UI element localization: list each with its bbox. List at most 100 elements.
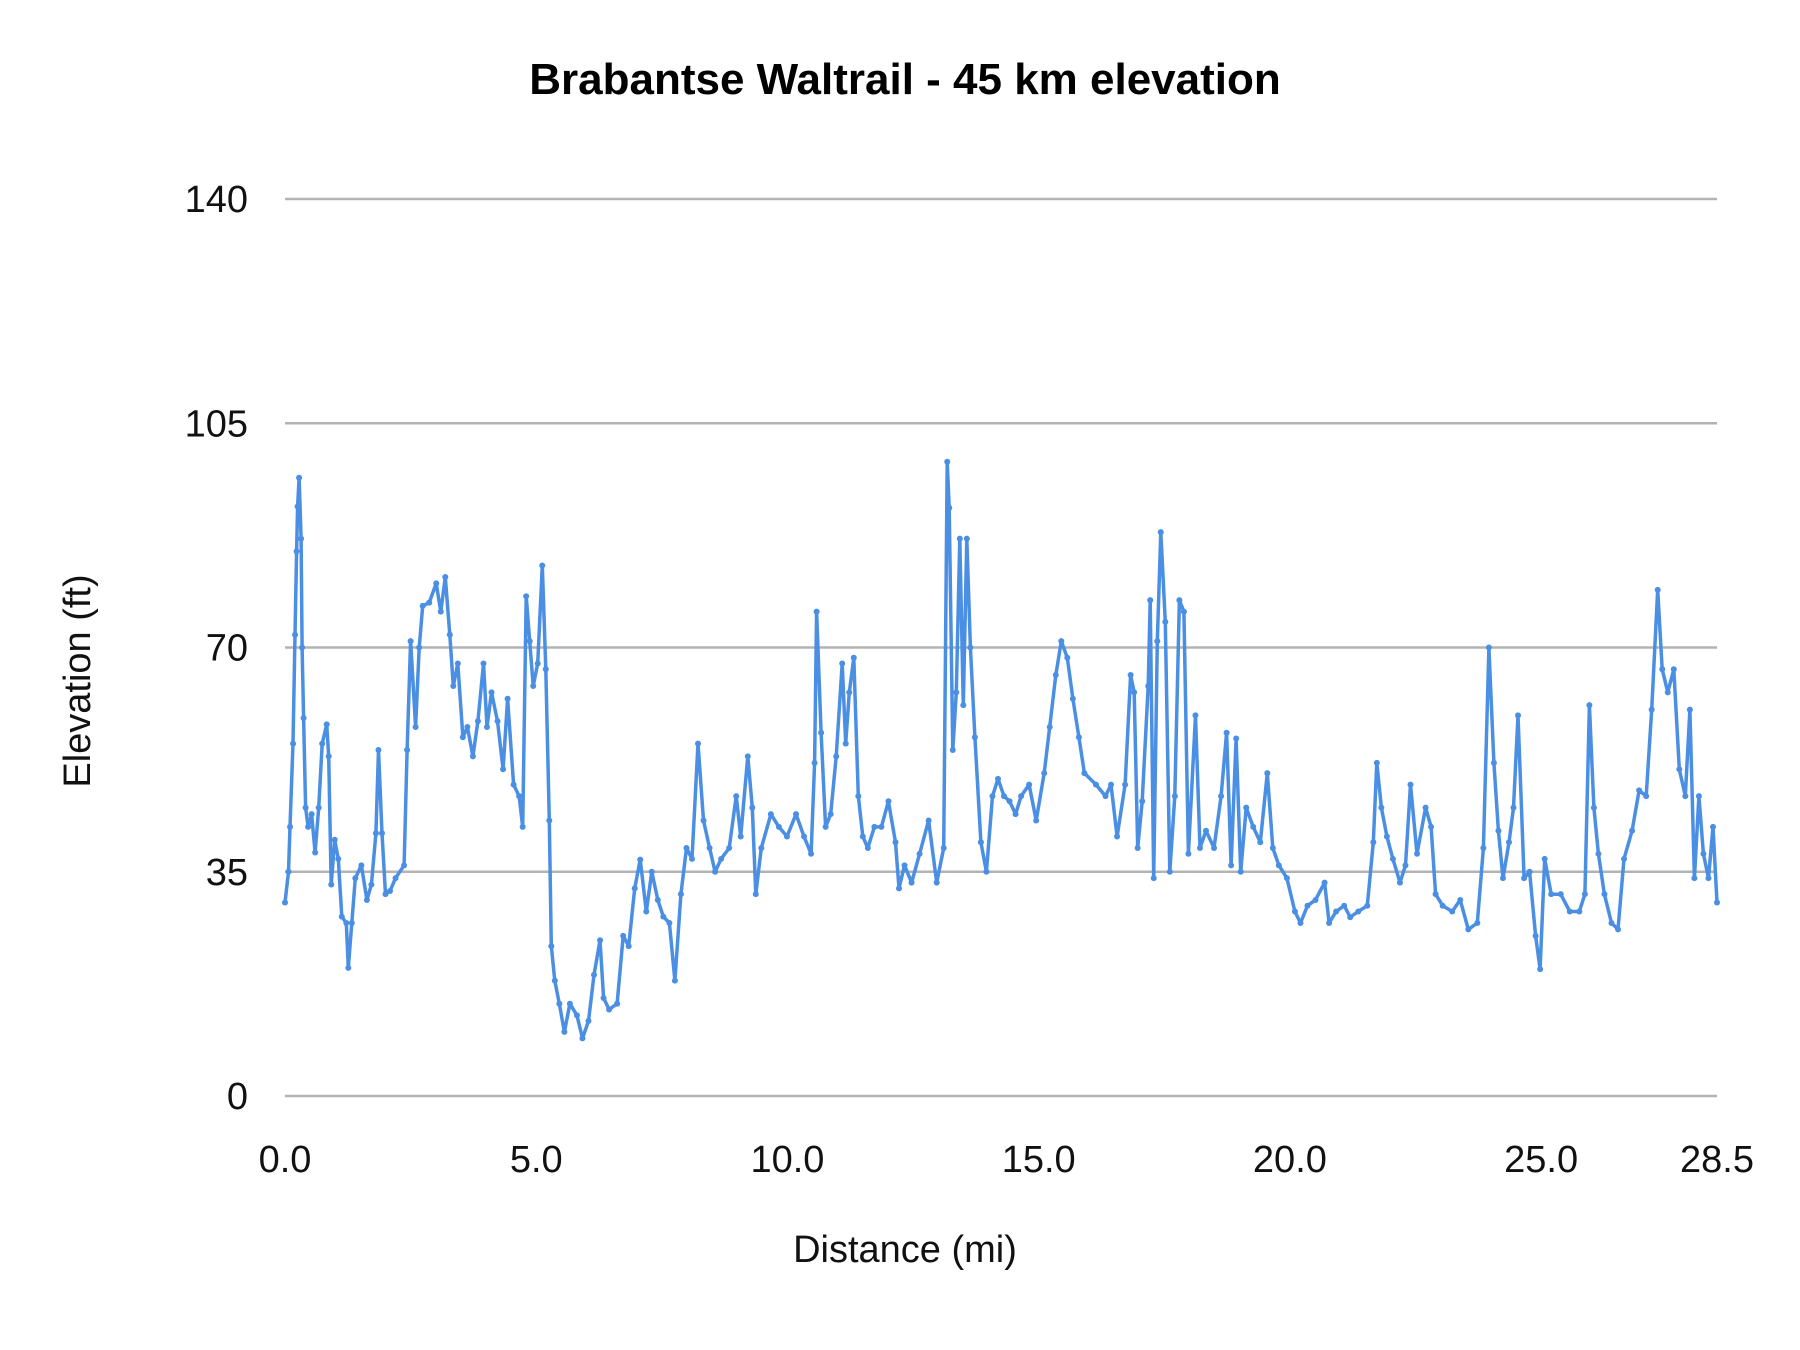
data-point (469, 753, 476, 760)
data-point (1218, 793, 1225, 800)
data-point (464, 723, 471, 730)
data-point (343, 920, 350, 927)
data-point (1490, 759, 1497, 766)
data-point (956, 535, 963, 542)
data-point (352, 875, 359, 882)
data-point (1449, 908, 1456, 915)
data-point (775, 823, 782, 830)
data-point (896, 885, 903, 892)
data-point (1046, 723, 1053, 730)
data-point (1581, 891, 1588, 898)
chart-title: Brabantse Waltrail - 45 km elevation (529, 55, 1281, 104)
data-point (1127, 672, 1134, 679)
data-point (591, 971, 598, 978)
data-point (338, 913, 345, 920)
data-point (1474, 920, 1481, 927)
data-point (1709, 823, 1716, 830)
data-point (842, 740, 849, 747)
x-tick-label: 10.0 (750, 1139, 824, 1181)
data-point (1321, 879, 1328, 886)
data-point (328, 881, 335, 888)
data-point (1480, 845, 1487, 852)
data-point (483, 723, 490, 730)
data-point (474, 718, 481, 725)
data-point (813, 608, 820, 615)
x-tick-label: 20.0 (1253, 1139, 1327, 1181)
data-point (1414, 850, 1421, 857)
data-point (1108, 781, 1115, 788)
data-point (1176, 597, 1183, 604)
data-point (758, 845, 765, 852)
data-point (733, 793, 740, 800)
data-point (1383, 833, 1390, 840)
data-point (1636, 787, 1643, 794)
data-point (534, 660, 541, 667)
data-point (1670, 666, 1677, 673)
data-point (885, 798, 892, 805)
data-point (1150, 875, 1157, 882)
data-point (290, 740, 297, 747)
data-point (1691, 875, 1698, 882)
data-point (401, 862, 408, 869)
data-point (908, 879, 915, 886)
data-point (1643, 793, 1650, 800)
data-point (1654, 586, 1661, 593)
data-point (573, 1012, 580, 1019)
data-point (620, 932, 627, 939)
data-point (526, 638, 533, 645)
data-point (1686, 706, 1693, 713)
data-point (940, 845, 947, 852)
data-point (378, 830, 385, 837)
data-point (822, 823, 829, 830)
data-point (387, 887, 394, 894)
data-point (1006, 798, 1013, 805)
data-point (294, 503, 301, 510)
data-point (827, 811, 834, 818)
data-point (833, 753, 840, 760)
data-point (1157, 529, 1164, 536)
data-point (1154, 638, 1161, 645)
data-point (1373, 759, 1380, 766)
data-point (1180, 608, 1187, 615)
data-point (625, 943, 632, 950)
y-tick-label: 0 (227, 1076, 248, 1118)
data-point (811, 759, 818, 766)
data-point (1131, 689, 1138, 696)
data-point (450, 682, 457, 689)
data-point (1714, 899, 1720, 906)
data-point (767, 811, 774, 818)
data-point (855, 793, 862, 800)
data-point (1012, 811, 1019, 818)
data-point (1548, 891, 1555, 898)
data-point (1557, 891, 1564, 898)
data-point (412, 723, 419, 730)
data-point (792, 811, 799, 818)
data-point (850, 654, 857, 661)
data-point (1250, 823, 1257, 830)
data-point (382, 891, 389, 898)
data-point (1018, 793, 1025, 800)
data-point (561, 1028, 568, 1035)
data-point (1223, 729, 1230, 736)
data-point (1389, 855, 1396, 862)
data-point (718, 855, 725, 862)
data-point (801, 833, 808, 840)
data-point (494, 718, 501, 725)
data-point (1185, 850, 1192, 857)
data-point (1114, 833, 1121, 840)
data-point (1075, 734, 1082, 741)
x-tick-label: 5.0 (510, 1139, 563, 1181)
data-point (1064, 654, 1071, 661)
data-point (419, 602, 426, 609)
data-point (504, 695, 511, 702)
data-point (901, 862, 908, 869)
data-point (933, 879, 940, 886)
data-point (1659, 666, 1666, 673)
data-point (953, 689, 960, 696)
data-point (1629, 827, 1636, 834)
data-point (1521, 875, 1528, 882)
data-point (1196, 845, 1203, 852)
data-point (566, 1000, 573, 1007)
data-point (1026, 781, 1033, 788)
